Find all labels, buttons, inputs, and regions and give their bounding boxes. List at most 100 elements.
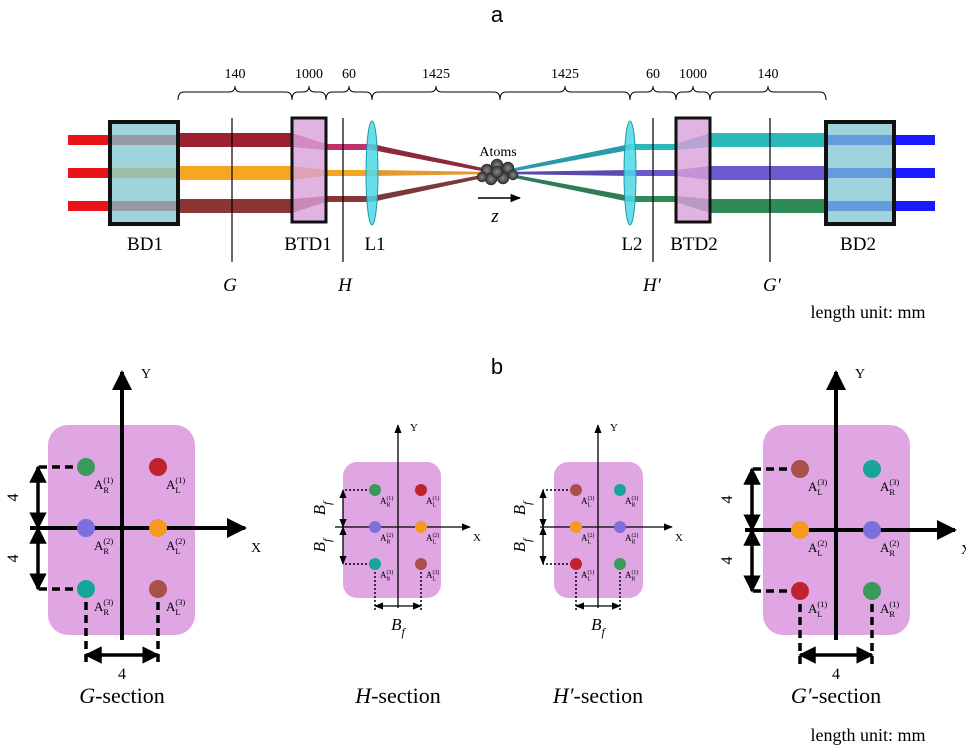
spot-label-sub: R [386,503,390,509]
section-symbol: G [79,683,95,708]
spot-label-sup: (2) [817,538,827,548]
spot [791,521,809,539]
spot [415,558,427,570]
spacing-symbol: B [391,615,402,634]
spot-label-sup: (2) [432,532,439,539]
spot-label-sub: R [631,540,635,546]
atoms-label: Atoms [479,145,516,160]
spot [149,458,167,476]
dimension: 140 [758,67,779,82]
spot [369,484,381,496]
spacing-subscript: f [520,537,534,542]
spot-label-sup: (1) [386,495,393,502]
spot [570,484,582,496]
spacing-symbol: B [310,541,329,552]
spot [614,558,626,570]
spot-label-sup: (2) [587,532,594,539]
dimension: 140 [225,67,246,82]
spacing-label: 4 [5,555,22,563]
x-axis-label: X [473,532,481,544]
spacing-label: 4 [719,496,736,504]
spot [863,460,881,478]
dimension: 1425 [422,67,450,82]
spot-label-sup: (3) [631,495,638,502]
spot-label-sub: R [889,548,895,558]
spacing-label: Bf [310,500,334,515]
dimension-labels: 140 1000 60 1425 1425 60 1000 140 [225,67,779,82]
spot-label-sub: L [587,577,591,583]
x-axis-label: X [675,532,683,544]
spot-label-sup: (1) [103,475,113,485]
component-label: BTD1 [284,234,332,255]
dimension: 1000 [679,67,707,82]
spacing-symbol: B [510,504,529,515]
y-axis-label: Y [610,422,618,434]
spot [614,484,626,496]
spot [415,521,427,533]
spot-label-sub: L [817,487,822,497]
spot-label-sub: L [432,503,436,509]
spacing-label: Bf [510,500,534,515]
spot [863,521,881,539]
spot-label-sub: L [432,577,436,583]
spot-label-sup: (2) [175,536,185,546]
spacing-label: Bf [591,615,606,639]
dimension: 1000 [295,67,323,82]
section-title: H-section [354,683,441,708]
spot-label-sub: L [175,485,180,495]
component-label: BTD2 [670,234,718,255]
panel-label: b [491,354,503,379]
spot-label-sub: L [817,609,822,619]
spot-label-sub: R [631,503,635,509]
component-label: L1 [364,234,385,255]
unit-label: length unit: mm [811,725,926,745]
spot-label-sup: (1) [631,569,638,576]
spot-label-sub: L [175,607,180,617]
spot-label-sup: (1) [432,495,439,502]
plane-label: G [223,275,237,296]
spacing-label: 4 [719,557,736,565]
spot [863,582,881,600]
braces [178,86,826,100]
spot-label-sup: (3) [175,597,185,607]
axis-label: z [490,206,499,227]
spot-label-sub: L [587,540,591,546]
section-title: G′-section [791,683,881,708]
spot-label-sub: R [386,540,390,546]
spot [77,580,95,598]
section-symbol: H′ [552,683,575,708]
panel-label: a [491,2,504,27]
spot [369,558,381,570]
component-label: BD2 [840,234,876,255]
spot-label-sup: (3) [889,477,899,487]
spacing-label: 4 [118,666,126,683]
spot-label-sup: (2) [386,532,393,539]
spacing-subscript: f [602,625,607,639]
dimension: 1425 [551,67,579,82]
spot [77,519,95,537]
spacing-label: Bf [510,537,534,552]
spot [570,558,582,570]
section-suffix: -section [812,683,882,708]
spacing-label: 4 [832,666,840,683]
x-axis-label: X [251,541,261,556]
spacing-subscript: f [520,500,534,505]
component-label: L2 [621,234,642,255]
spacing-symbol: B [510,541,529,552]
spot-label-sub: L [817,548,822,558]
x-axis-label: X [961,543,966,558]
plane-label: G′ [763,275,782,296]
spot-label-sup: (3) [386,569,393,576]
spot-label-sup: (1) [587,569,594,576]
spacing-symbol: B [310,504,329,515]
plane-label: H [337,275,353,296]
section-suffix: -section [95,683,165,708]
section-title: H′-section [552,683,643,708]
unit-label: length unit: mm [811,302,926,322]
spacing-label: Bf [310,537,334,552]
component-label: BD1 [127,234,163,255]
spot-label-sub: R [103,546,109,556]
spot-label-sup: (3) [432,569,439,576]
figure: a 140 1000 60 1425 1425 60 1000 140 [0,0,966,750]
spot [570,521,582,533]
